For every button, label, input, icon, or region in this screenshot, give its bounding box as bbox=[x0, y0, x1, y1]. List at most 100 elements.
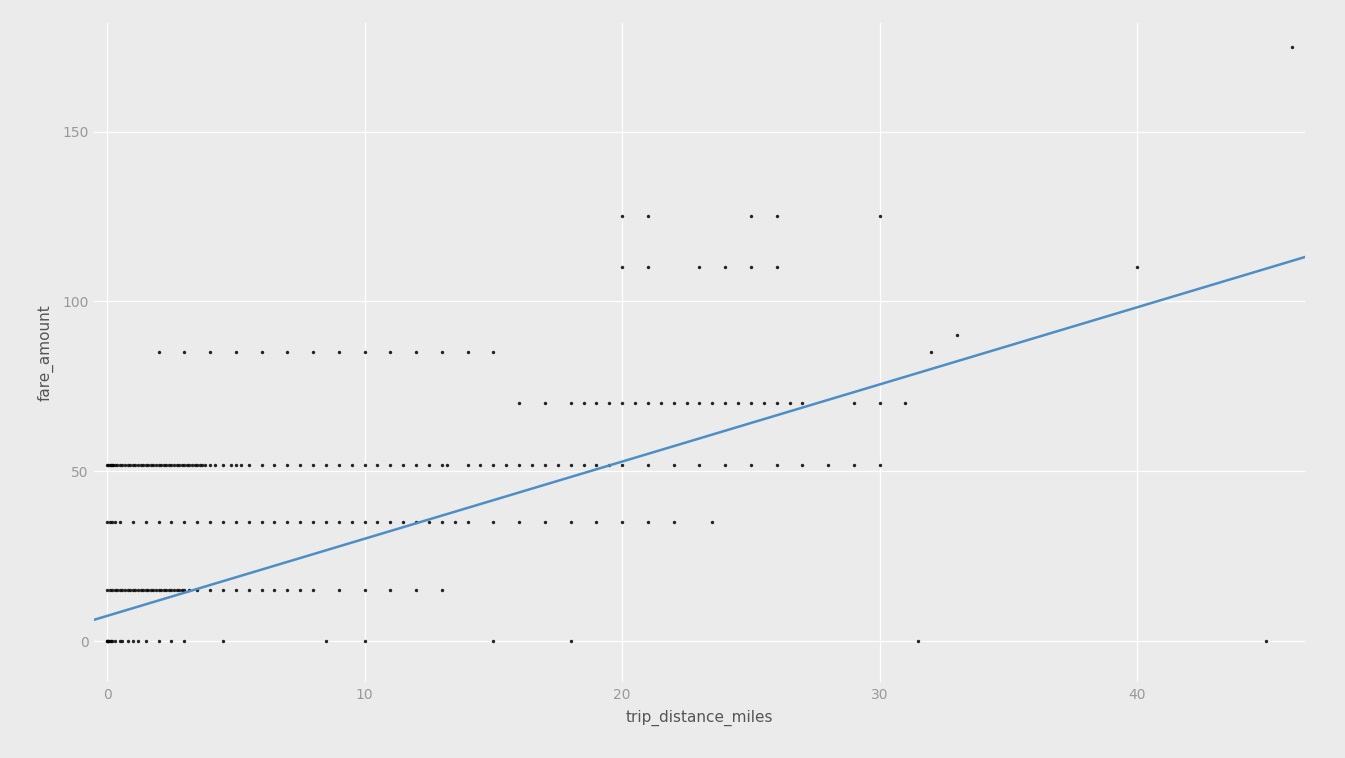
Point bbox=[117, 635, 139, 647]
Point bbox=[303, 584, 324, 597]
Point bbox=[432, 346, 453, 359]
Point bbox=[104, 635, 125, 647]
X-axis label: trip_distance_miles: trip_distance_miles bbox=[625, 710, 773, 726]
Point bbox=[143, 459, 164, 471]
Point bbox=[109, 516, 130, 528]
Point bbox=[132, 584, 153, 597]
Point bbox=[638, 516, 659, 528]
Point bbox=[444, 516, 465, 528]
Point bbox=[250, 584, 272, 597]
Point bbox=[151, 459, 172, 471]
Point bbox=[98, 635, 120, 647]
Point bbox=[101, 516, 122, 528]
Point bbox=[171, 584, 192, 597]
Point bbox=[182, 459, 203, 471]
Point bbox=[159, 584, 180, 597]
Point bbox=[190, 459, 211, 471]
Point bbox=[184, 459, 206, 471]
Point bbox=[740, 211, 761, 223]
Point bbox=[98, 635, 120, 647]
Point bbox=[379, 516, 401, 528]
Point bbox=[125, 584, 147, 597]
Point bbox=[140, 459, 161, 471]
Point bbox=[179, 584, 200, 597]
Point bbox=[650, 397, 671, 409]
Point bbox=[367, 459, 389, 471]
Point bbox=[340, 459, 362, 471]
Point bbox=[354, 635, 375, 647]
Point bbox=[560, 635, 581, 647]
Point bbox=[277, 584, 299, 597]
Point bbox=[547, 459, 569, 471]
Point bbox=[534, 516, 555, 528]
Point bbox=[869, 211, 890, 223]
Point bbox=[132, 459, 153, 471]
Point bbox=[97, 516, 118, 528]
Point bbox=[728, 397, 749, 409]
Point bbox=[573, 459, 594, 471]
Point bbox=[765, 262, 787, 274]
Point bbox=[432, 584, 453, 597]
Point bbox=[199, 584, 221, 597]
Point bbox=[112, 584, 133, 597]
Point bbox=[104, 584, 125, 597]
Point bbox=[315, 635, 336, 647]
Point bbox=[129, 584, 151, 597]
Point bbox=[213, 584, 234, 597]
Point bbox=[112, 459, 133, 471]
Point bbox=[495, 459, 516, 471]
Point bbox=[765, 459, 787, 471]
Point bbox=[689, 262, 710, 274]
Point bbox=[101, 459, 122, 471]
Point bbox=[740, 397, 761, 409]
Point bbox=[612, 397, 633, 409]
Point bbox=[109, 635, 130, 647]
Point bbox=[289, 584, 311, 597]
Point bbox=[219, 459, 241, 471]
Point bbox=[315, 516, 336, 528]
Point bbox=[779, 397, 800, 409]
Point bbox=[238, 584, 260, 597]
Point bbox=[238, 459, 260, 471]
Point bbox=[98, 584, 120, 597]
Point bbox=[277, 346, 299, 359]
Point bbox=[97, 635, 118, 647]
Point bbox=[663, 516, 685, 528]
Point bbox=[98, 516, 120, 528]
Point bbox=[112, 635, 133, 647]
Point bbox=[168, 459, 190, 471]
Point bbox=[250, 346, 272, 359]
Point bbox=[354, 516, 375, 528]
Point bbox=[534, 459, 555, 471]
Point bbox=[174, 584, 195, 597]
Point bbox=[599, 397, 620, 409]
Point bbox=[457, 459, 479, 471]
Point bbox=[534, 397, 555, 409]
Point bbox=[143, 584, 164, 597]
Point bbox=[199, 346, 221, 359]
Point bbox=[432, 459, 453, 471]
Point bbox=[160, 516, 182, 528]
Point bbox=[120, 459, 141, 471]
Point bbox=[765, 211, 787, 223]
Point bbox=[354, 459, 375, 471]
Point bbox=[145, 584, 167, 597]
Point bbox=[134, 584, 156, 597]
Point bbox=[191, 459, 213, 471]
Point bbox=[114, 459, 136, 471]
Point bbox=[156, 584, 178, 597]
Point bbox=[457, 346, 479, 359]
Point bbox=[638, 459, 659, 471]
Point bbox=[165, 584, 187, 597]
Point bbox=[264, 516, 285, 528]
Point bbox=[156, 459, 178, 471]
Point bbox=[354, 346, 375, 359]
Point bbox=[213, 635, 234, 647]
Point bbox=[117, 584, 139, 597]
Point bbox=[97, 459, 118, 471]
Point bbox=[753, 397, 775, 409]
Point bbox=[599, 459, 620, 471]
Point bbox=[179, 459, 200, 471]
Point bbox=[204, 459, 226, 471]
Point bbox=[174, 459, 195, 471]
